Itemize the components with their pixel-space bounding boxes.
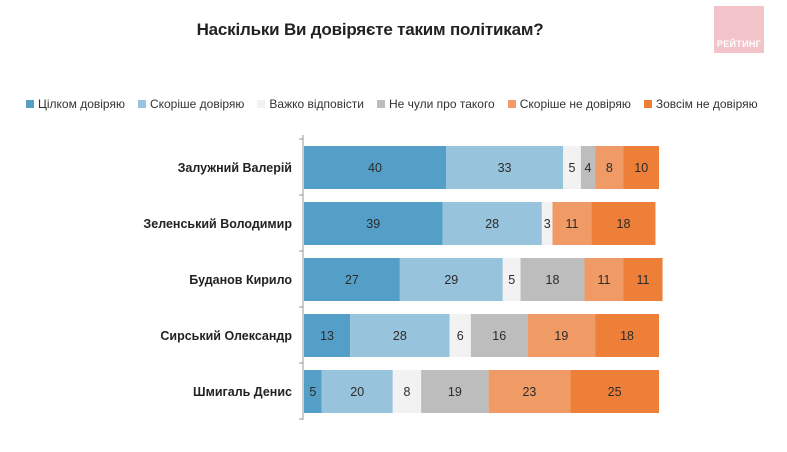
legend-item: Скоріше довіряю xyxy=(137,97,245,111)
bar-segment xyxy=(392,370,422,413)
bar-segment xyxy=(595,314,659,357)
category-label: Буданов Кирило xyxy=(189,273,292,287)
legend-label: Цілком довіряю xyxy=(38,97,125,111)
data-label: 25 xyxy=(608,385,622,399)
legend-swatch xyxy=(376,100,385,108)
bar-segment xyxy=(304,258,400,301)
bar-segment xyxy=(591,202,656,245)
data-label: 13 xyxy=(320,329,334,343)
data-label: 28 xyxy=(485,217,499,231)
legend-label: Скоріше довіряю xyxy=(149,97,245,111)
legend-item: Скоріше не довіряю xyxy=(507,97,631,111)
legend-item: Цілком довіряю xyxy=(26,97,125,111)
bar-segment xyxy=(304,146,446,189)
data-label: 3 xyxy=(544,217,551,231)
legend-label: Скоріше не довіряю xyxy=(519,97,631,111)
bar-segment xyxy=(304,314,351,357)
bar-segment xyxy=(623,146,659,189)
bar-segment xyxy=(470,314,528,357)
legend-label: Зовсім не довіряю xyxy=(655,97,758,111)
data-label: 18 xyxy=(546,273,560,287)
bar-segment xyxy=(321,370,393,413)
data-label: 23 xyxy=(522,385,536,399)
rating-logo: РЕЙТИНГ xyxy=(714,6,764,53)
data-label: 11 xyxy=(637,273,650,287)
legend-item: Не чули про такого xyxy=(376,97,495,111)
data-label: 20 xyxy=(350,385,364,399)
bar-segment xyxy=(502,258,521,301)
bar-segment xyxy=(563,146,581,189)
data-label: 28 xyxy=(393,329,407,343)
category-label: Шмигаль Денис xyxy=(193,385,292,399)
bar-segment xyxy=(304,202,443,245)
data-label: 8 xyxy=(403,385,410,399)
legend-swatch xyxy=(137,100,146,108)
data-label: 18 xyxy=(617,217,631,231)
bar-segment xyxy=(442,202,542,245)
bar-segment xyxy=(584,258,624,301)
legend-label: Важко відповісти xyxy=(269,97,364,111)
data-label: 33 xyxy=(498,161,512,175)
bar-segment xyxy=(399,258,503,301)
data-label: 39 xyxy=(366,217,380,231)
bar-segment xyxy=(580,146,596,189)
logo-text: РЕЙТИНГ xyxy=(716,39,762,49)
bar-segment xyxy=(541,202,553,245)
data-label: 5 xyxy=(309,385,316,399)
data-label: 19 xyxy=(554,329,568,343)
data-label: 18 xyxy=(620,329,634,343)
chart-legend: Цілком довіряю Скоріше довіряю Важко відпо… xyxy=(26,97,771,111)
data-label: 11 xyxy=(597,273,610,287)
category-label: Зеленський Володимир xyxy=(143,217,292,231)
legend-label: Не чули про такого xyxy=(388,97,495,111)
legend-swatch xyxy=(643,100,652,108)
data-label: 4 xyxy=(585,161,592,175)
data-label: 5 xyxy=(508,273,515,287)
category-label: Залужний Валерій xyxy=(178,161,292,175)
bar-segment xyxy=(446,146,564,189)
legend-swatch xyxy=(257,100,266,108)
data-label: 40 xyxy=(368,161,382,175)
data-label: 19 xyxy=(448,385,462,399)
bar-segment xyxy=(520,258,585,301)
data-label: 8 xyxy=(606,161,613,175)
bar-segment xyxy=(421,370,489,413)
bar-segment xyxy=(449,314,471,357)
bar-segment xyxy=(527,314,596,357)
legend-item: Важко відповісти xyxy=(257,97,364,111)
bar-segment xyxy=(595,146,624,189)
data-label: 11 xyxy=(566,217,579,231)
data-label: 16 xyxy=(492,329,506,343)
data-label: 10 xyxy=(634,161,648,175)
data-label: 5 xyxy=(569,161,576,175)
data-label: 6 xyxy=(457,329,464,343)
bar-segment xyxy=(552,202,592,245)
legend-item: Зовсім не довіряю xyxy=(643,97,758,111)
legend-swatch xyxy=(26,100,34,108)
data-label: 27 xyxy=(345,273,359,287)
category-label: Сирський Олександр xyxy=(160,329,292,343)
legend-swatch xyxy=(507,100,516,108)
bar-segment xyxy=(304,370,322,413)
bar-segment xyxy=(623,258,663,301)
bar-segment xyxy=(570,370,659,413)
bar-segment xyxy=(488,370,571,413)
chart-title: Наскільки Ви довіряєте таким політикам? xyxy=(196,20,544,39)
data-label: 29 xyxy=(444,273,458,287)
bar-segment xyxy=(350,314,450,357)
